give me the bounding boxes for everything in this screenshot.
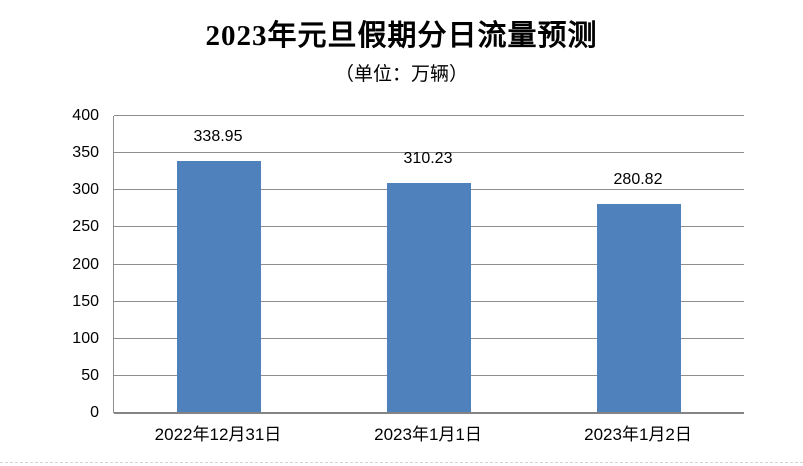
x-category-label-1: 2023年1月1日 (374, 425, 482, 444)
chart-subtitle: （单位：万辆） (334, 64, 468, 85)
plot-area (113, 115, 744, 414)
bar-2023年1月2日 (597, 204, 681, 413)
gridline-350 (114, 152, 744, 154)
x-axis-line (114, 412, 744, 414)
y-tick-label-100: 100 (72, 329, 99, 347)
x-category-label-0: 2022年12月31日 (154, 425, 282, 444)
gridline-400 (114, 115, 744, 116)
y-tick-label-250: 250 (72, 218, 99, 236)
bar-value-label-0: 338.95 (193, 128, 243, 146)
y-tick-label-400: 400 (72, 107, 99, 124)
chart-title: 2023年元旦假期分日流量预测 (205, 20, 598, 52)
bar-value-label-1: 310.23 (403, 149, 453, 167)
y-tick-label-50: 50 (81, 366, 99, 384)
y-tick-label-200: 200 (72, 255, 99, 273)
y-tick-label-0: 0 (90, 404, 99, 421)
bar-value-label-2: 280.82 (613, 171, 663, 189)
bar-2023年1月1日 (387, 182, 471, 413)
bar-2022年12月31日 (177, 161, 261, 413)
page-bottom-divider (0, 462, 803, 463)
y-tick-label-300: 300 (72, 181, 99, 199)
y-tick-label-150: 150 (72, 292, 99, 310)
x-category-label-2: 2023年1月2日 (584, 425, 692, 444)
y-tick-label-350: 350 (72, 144, 99, 162)
